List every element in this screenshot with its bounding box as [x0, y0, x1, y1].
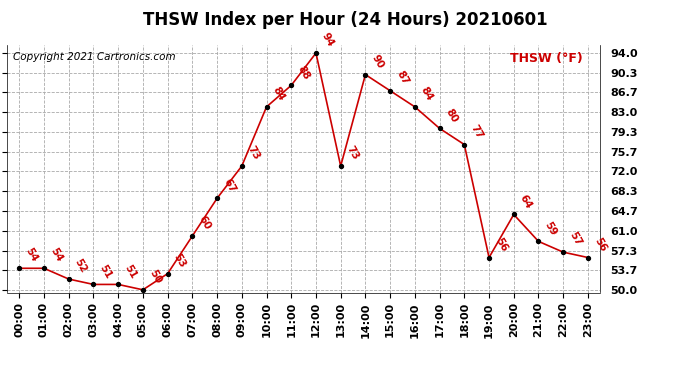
Point	[459, 141, 470, 147]
Point	[137, 287, 148, 293]
Point	[286, 82, 297, 88]
Text: 54: 54	[48, 246, 64, 264]
Text: 51: 51	[97, 263, 114, 280]
Text: Copyright 2021 Cartronics.com: Copyright 2021 Cartronics.com	[13, 53, 175, 62]
Text: 88: 88	[295, 64, 311, 81]
Point	[484, 255, 495, 261]
Point	[310, 50, 322, 56]
Text: 51: 51	[122, 263, 138, 280]
Point	[63, 276, 75, 282]
Point	[112, 281, 124, 287]
Text: 84: 84	[270, 85, 286, 103]
Text: 53: 53	[172, 252, 188, 270]
Text: 73: 73	[246, 144, 262, 162]
Text: 52: 52	[73, 257, 89, 275]
Text: 59: 59	[542, 220, 558, 237]
Point	[582, 255, 593, 261]
Text: 80: 80	[444, 106, 460, 124]
Text: 87: 87	[394, 69, 411, 87]
Text: 50: 50	[147, 268, 163, 286]
Text: 73: 73	[345, 144, 361, 162]
Point	[384, 88, 395, 94]
Point	[509, 211, 520, 217]
Text: 56: 56	[493, 236, 509, 254]
Point	[360, 72, 371, 78]
Point	[187, 233, 198, 239]
Point	[88, 281, 99, 287]
Point	[14, 265, 25, 271]
Point	[434, 125, 445, 131]
Point	[212, 195, 223, 201]
Text: 77: 77	[469, 123, 484, 140]
Point	[39, 265, 50, 271]
Text: 94: 94	[320, 32, 336, 49]
Point	[533, 238, 544, 244]
Text: 67: 67	[221, 177, 237, 194]
Text: 57: 57	[567, 230, 583, 248]
Point	[261, 104, 272, 110]
Text: 54: 54	[23, 246, 39, 264]
Point	[409, 104, 420, 110]
Text: 60: 60	[197, 214, 213, 232]
Point	[558, 249, 569, 255]
Text: 64: 64	[518, 193, 534, 210]
Text: THSW Index per Hour (24 Hours) 20210601: THSW Index per Hour (24 Hours) 20210601	[143, 11, 547, 29]
Point	[335, 163, 346, 169]
Text: 84: 84	[419, 85, 435, 103]
Text: 90: 90	[370, 53, 386, 70]
Text: 56: 56	[592, 236, 608, 254]
Point	[162, 271, 173, 277]
Text: THSW (°F): THSW (°F)	[510, 53, 582, 65]
Point	[236, 163, 247, 169]
